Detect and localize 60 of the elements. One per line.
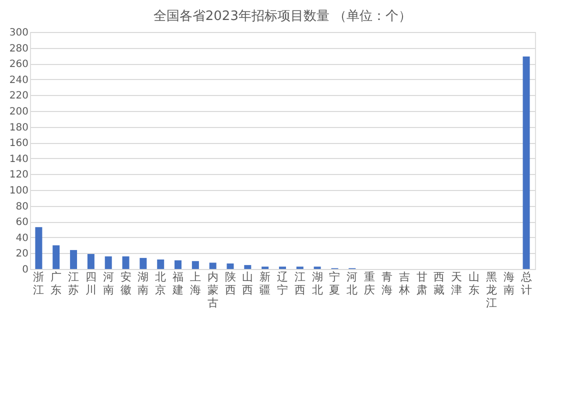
y-tick-label: 140 xyxy=(9,154,28,165)
bar xyxy=(226,263,234,269)
y-tick-label: 220 xyxy=(9,90,28,102)
x-tick-label: 浙江 xyxy=(33,270,44,296)
y-tick-label: 100 xyxy=(9,186,28,196)
bar xyxy=(157,260,164,269)
y-tick-label: 40 xyxy=(16,232,28,244)
x-tick-label: 安徽 xyxy=(120,270,132,296)
y-tick-label: 260 xyxy=(9,59,28,70)
x-tick-label: 上海 xyxy=(190,270,201,296)
x-tick-label: 山东 xyxy=(468,270,480,296)
y-tick-label: 20 xyxy=(16,248,28,260)
x-tick-label: 青海 xyxy=(381,270,392,296)
x-tick-label: 西藏 xyxy=(434,270,445,296)
y-tick-label: 180 xyxy=(9,122,28,134)
bar xyxy=(52,245,60,269)
x-tick-label: 湖北 xyxy=(312,270,323,296)
bar xyxy=(35,227,42,269)
x-tick-label: 山西 xyxy=(242,270,254,296)
x-tick-label: 辽宁 xyxy=(277,270,288,296)
bar xyxy=(244,265,252,269)
bar xyxy=(122,256,130,269)
bar xyxy=(87,254,94,269)
bar xyxy=(522,56,530,269)
x-tick-label: 海南 xyxy=(503,270,514,296)
x-tick-label: 陕西 xyxy=(224,270,236,296)
chart-title: 全国各省2023年招标项目数量 （单位：个） xyxy=(153,9,412,24)
x-tick-label: 江苏 xyxy=(68,270,80,296)
y-tick-label: 280 xyxy=(9,43,28,54)
x-tick-label: 甘肃 xyxy=(416,270,428,296)
bar xyxy=(104,256,112,269)
bar xyxy=(174,260,182,269)
x-tick-label: 江西 xyxy=(294,270,306,296)
bar xyxy=(70,250,78,269)
x-tick-label: 湖南 xyxy=(138,270,149,296)
x-tick-label: 北京 xyxy=(155,270,166,296)
x-tick-label: 天津 xyxy=(451,270,462,296)
x-tick-label: 福建 xyxy=(172,270,184,296)
y-tick-label: 240 xyxy=(9,74,28,86)
y-tick-label: 80 xyxy=(16,201,28,212)
y-tick-label: 200 xyxy=(9,106,28,118)
x-tick-label: 吉林 xyxy=(398,270,410,296)
x-tick-label: 新疆 xyxy=(260,270,271,296)
y-tick-label: 120 xyxy=(9,170,28,181)
x-tick-label: 四川 xyxy=(85,270,96,296)
bar xyxy=(192,261,199,269)
x-tick-label: 黑龙江 xyxy=(486,270,497,310)
x-tick-label: 宁夏 xyxy=(329,270,340,296)
y-tick-label: 0 xyxy=(22,264,28,276)
y-tick-label: 60 xyxy=(16,217,28,228)
y-tick-label: 300 xyxy=(9,28,28,38)
x-tick-label: 广东 xyxy=(50,270,62,296)
x-tick-label: 总计 xyxy=(520,270,532,296)
bar xyxy=(209,262,216,269)
x-tick-label: 河北 xyxy=(346,270,358,296)
x-tick-label: 河南 xyxy=(102,270,114,296)
x-tick-label: 重庆 xyxy=(364,270,376,296)
x-tick-label: 内蒙古 xyxy=(207,270,218,310)
y-tick-label: 160 xyxy=(9,138,28,150)
bar xyxy=(140,258,147,269)
